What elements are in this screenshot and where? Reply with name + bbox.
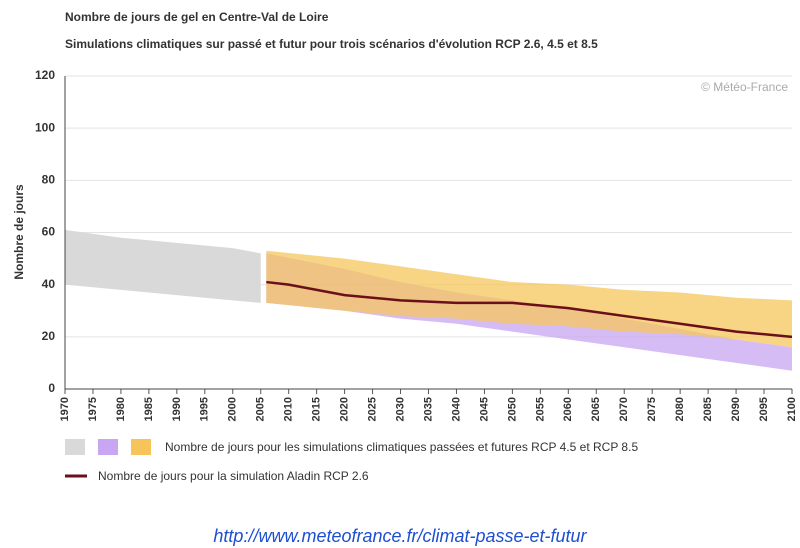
x-tick-label: 2085 xyxy=(702,397,714,421)
legend-swatch xyxy=(131,439,151,455)
chart-subtitle: Simulations climatiques sur passé et fut… xyxy=(65,37,598,51)
x-tick-label: 2030 xyxy=(394,397,406,421)
x-tick-label: 2035 xyxy=(422,397,434,421)
y-tick-label: 0 xyxy=(48,381,55,395)
legend-label: Nombre de jours pour les simulations cli… xyxy=(165,440,638,454)
x-tick-label: 2045 xyxy=(478,397,490,421)
legend-swatch xyxy=(98,439,118,455)
x-tick-label: 1985 xyxy=(143,397,155,421)
x-tick-label: 2080 xyxy=(674,397,686,421)
range-band xyxy=(65,229,261,303)
x-tick-label: 2025 xyxy=(366,397,378,421)
x-tick-label: 2065 xyxy=(590,397,602,421)
x-tick-label: 1995 xyxy=(199,397,211,421)
x-tick-label: 2040 xyxy=(450,397,462,421)
x-tick-label: 1970 xyxy=(59,397,71,421)
x-tick-label: 2100 xyxy=(786,397,798,421)
x-tick-label: 2090 xyxy=(730,397,742,421)
x-tick-label: 2005 xyxy=(255,397,267,421)
x-tick-label: 2015 xyxy=(311,397,323,421)
x-tick-label: 2095 xyxy=(758,397,770,421)
y-tick-label: 40 xyxy=(42,277,56,291)
x-tick-label: 2075 xyxy=(646,397,658,421)
x-tick-label: 2050 xyxy=(506,397,518,421)
range-band xyxy=(266,250,792,348)
x-tick-label: 2070 xyxy=(618,397,630,421)
x-tick-label: 2060 xyxy=(562,397,574,421)
x-tick-label: 2055 xyxy=(534,397,546,421)
legend-label: Nombre de jours pour la simulation Aladi… xyxy=(98,469,369,483)
x-tick-label: 2010 xyxy=(283,397,295,421)
line-series xyxy=(266,280,793,339)
y-tick-label: 120 xyxy=(35,68,55,82)
y-tick-label: 80 xyxy=(42,173,56,187)
x-tick-label: 2000 xyxy=(227,397,239,421)
source-link[interactable]: http://www.meteofrance.fr/climat-passe-e… xyxy=(213,526,587,546)
y-tick-label: 100 xyxy=(35,120,55,134)
x-tick-label: 1975 xyxy=(87,397,99,421)
x-tick-label: 2020 xyxy=(339,397,351,421)
x-tick-label: 1990 xyxy=(171,397,183,421)
copyright: © Météo-France xyxy=(701,80,788,94)
y-tick-label: 60 xyxy=(42,225,56,239)
legend-swatch xyxy=(65,439,85,455)
y-axis-label: Nombre de jours xyxy=(12,184,26,280)
chart-title: Nombre de jours de gel en Centre-Val de … xyxy=(65,10,329,24)
x-tick-label: 1980 xyxy=(115,397,127,421)
y-tick-label: 20 xyxy=(42,329,56,343)
